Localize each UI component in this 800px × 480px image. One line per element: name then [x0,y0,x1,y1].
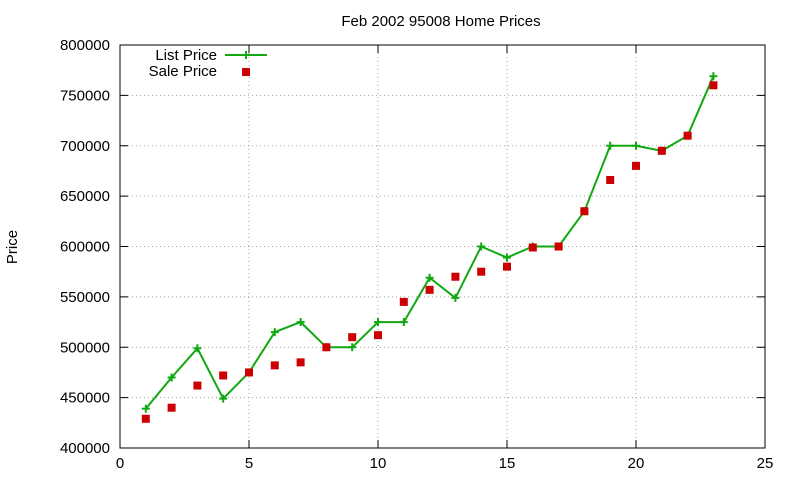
x-tick-label: 0 [116,455,124,472]
x-tick-labels: 0 5 10 15 20 25 [116,455,774,472]
sale-price-point [451,272,460,281]
legend-label-sale-price: Sale Price [149,63,217,80]
list-price-point [167,373,176,382]
sale-price-point [554,242,563,251]
y-tick-label: 700000 [60,138,110,155]
list-price-point [348,343,357,352]
list-price-point [606,141,615,150]
list-price-point [632,141,640,150]
sale-price-point [245,368,253,377]
x-tick-label: 10 [370,455,387,472]
y-tick-label: 500000 [60,339,110,356]
sale-price-point [193,381,202,390]
list-price-point [709,72,718,81]
series-line-list-price [145,75,715,410]
sale-price-point [219,371,228,380]
sale-price-point [399,297,408,306]
x-tick-label: 15 [499,455,516,472]
sale-price-point [425,285,434,294]
y-tick-label: 800000 [60,37,110,54]
legend-label-list-price: List Price [155,47,217,64]
list-price-point [477,242,486,251]
y-tick-label: 650000 [60,188,110,205]
sale-price-point [141,414,150,423]
sale-price-point [374,331,382,340]
list-price-point [425,273,434,282]
sale-price-point [270,361,279,370]
list-price-point [270,328,279,337]
sale-price-point [632,161,640,170]
list-price-point [219,394,228,403]
y-tick-label: 450000 [60,390,110,407]
list-price-point [451,293,460,302]
chart-title: Feb 2002 95008 Home Prices [341,13,540,30]
x-tick-label: 25 [757,455,774,472]
x-tick-label: 20 [628,455,645,472]
series-layer [141,72,718,423]
sale-price-point [606,176,615,185]
plot-frame [119,44,766,449]
sale-price-point [167,403,176,412]
sale-price-point [322,343,331,352]
sale-price-point [683,131,692,140]
sale-price-point [709,81,718,90]
y-tick-label: 400000 [60,440,110,457]
sale-price-point [657,146,666,155]
sale-price-point [528,243,537,252]
list-price-point [296,318,305,327]
sale-price-point [477,267,486,276]
list-price-point [374,318,382,327]
y-axis-label: Price [4,230,21,264]
legend-marker-list-price [242,51,250,59]
x-tick-label: 5 [245,455,253,472]
list-price-point [141,404,150,413]
y-tick-label: 550000 [60,289,110,306]
list-price-point [399,318,408,327]
sale-price-point [503,262,511,271]
y-tick-label: 600000 [60,239,110,256]
sale-price-point [348,333,357,342]
legend-marker-sale-price [242,68,250,76]
sale-price-point [296,358,305,367]
sale-price-point [580,207,589,216]
list-price-point [503,253,511,262]
y-tick-labels: 400000 450000 500000 550000 600000 650000 7000… [60,37,110,457]
list-price-point [193,344,202,353]
legend: List Price Sale Price [149,47,267,80]
y-tick-label: 750000 [60,87,110,104]
